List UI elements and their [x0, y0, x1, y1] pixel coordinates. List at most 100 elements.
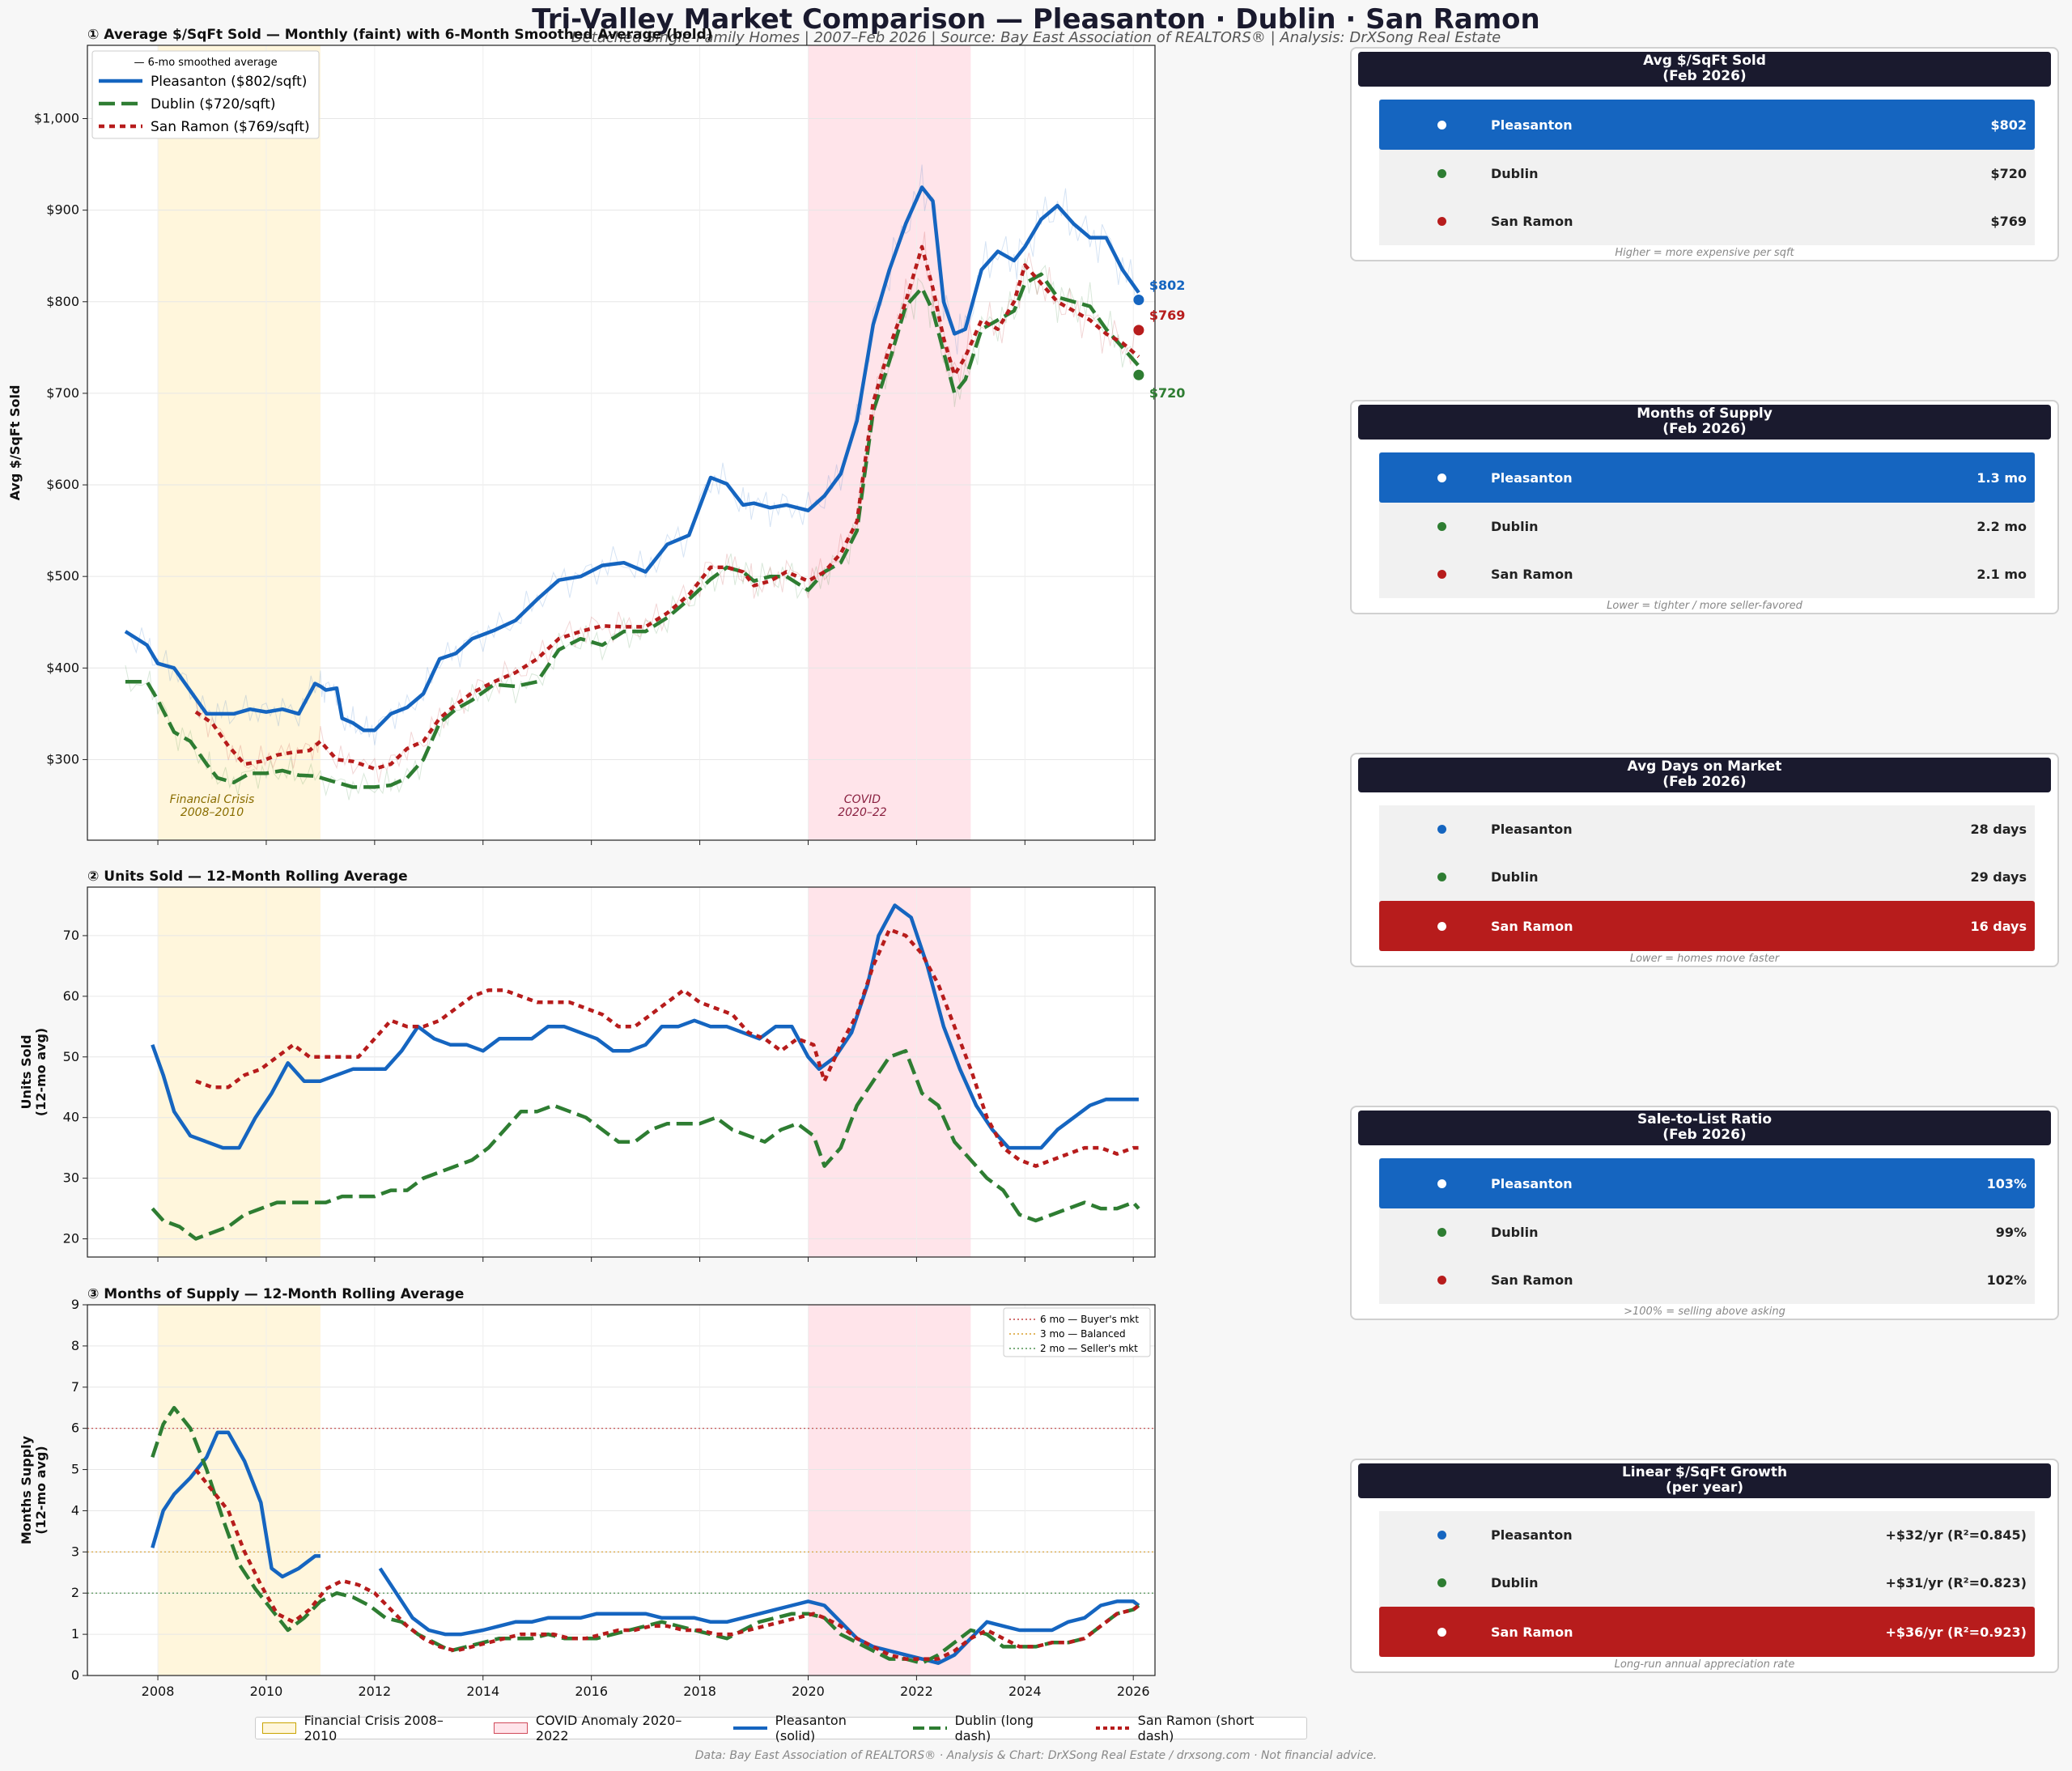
city-dot-icon	[1437, 522, 1446, 531]
crisis-annotation: Financial Crisis	[170, 793, 255, 806]
end-label-dublin: $720	[1149, 385, 1186, 401]
card-row-city: San Ramon	[1491, 918, 1573, 934]
card-row-city: Pleasanton	[1491, 469, 1573, 486]
card-row-city: Pleasanton	[1491, 1527, 1573, 1543]
y-tick-label: 50	[63, 1049, 79, 1064]
x-tick-label: 2024	[1008, 1684, 1042, 1699]
monthly-trace-san-ramon	[195, 231, 1136, 784]
city-dot-icon	[1437, 120, 1446, 130]
city-dot-icon	[1437, 217, 1446, 226]
card-row-value: $720	[1990, 166, 2027, 181]
plot-frame	[87, 886, 1156, 1258]
card-row-value: 1.3 mo	[1976, 469, 2027, 486]
card-row-value: 2.2 mo	[1976, 519, 2027, 534]
pleasanton-swatch	[733, 1726, 767, 1730]
end-marker-pleasanton	[1133, 295, 1144, 306]
covid-swatch	[494, 1722, 528, 1734]
legend-box	[91, 50, 320, 139]
city-dot-icon	[1437, 1179, 1446, 1188]
card-row: Dublin $720	[1379, 150, 2035, 197]
card-note: Long-run annual appreciation rate	[1614, 1658, 1795, 1671]
end-label-sanramon: $769	[1149, 308, 1186, 323]
y-axis-label: Avg $/SqFt Sold	[7, 385, 23, 501]
legend-covid: COVID Anomaly 2020–2022	[494, 1713, 704, 1743]
y-axis-label-line: (12-mo avg)	[33, 1446, 49, 1534]
card-title-line: (Feb 2026)	[1662, 68, 1747, 84]
card-row-city: San Ramon	[1491, 567, 1573, 582]
city-dot-icon	[1437, 570, 1446, 579]
card-title-line: (Feb 2026)	[1662, 421, 1747, 437]
end-marker-sanramon	[1133, 325, 1144, 336]
covid-band	[808, 45, 971, 840]
y-tick-label: 6	[71, 1421, 79, 1436]
card-title-line: Linear $/SqFt Growth	[1621, 1464, 1788, 1480]
y-tick-label: 30	[63, 1170, 79, 1186]
card-row-value: $802	[1990, 117, 2027, 133]
y-tick-label: 40	[63, 1110, 79, 1125]
y-tick-label: $1,000	[34, 111, 79, 126]
card-row: Dublin +$31/yr (R²=0.823)	[1379, 1559, 2035, 1607]
legend-title: — 6-mo smoothed average	[134, 57, 277, 69]
card-row-value: 16 days	[1970, 918, 2027, 934]
y-tick-label: 7	[71, 1379, 79, 1395]
card-row-city: San Ramon	[1491, 1272, 1573, 1288]
card-rows: Pleasanton +$32/yr (R²=0.845) Dublin +$31/y…	[1379, 1511, 2035, 1657]
city-dot-icon	[1437, 825, 1446, 834]
series-line-san-ramon	[194, 1468, 1140, 1661]
card-title: Avg $/SqFt Sold (Feb 2026)	[1358, 52, 2051, 87]
card-row-value: +$31/yr (R²=0.823)	[1885, 1575, 2027, 1591]
card-row-value: 29 days	[1970, 869, 2027, 885]
y-tick-label: 3	[71, 1544, 79, 1559]
card-title-line: Avg Days on Market	[1627, 758, 1782, 775]
card-row: Dublin 99%	[1379, 1208, 2035, 1256]
city-dot-icon	[1437, 921, 1446, 931]
legend-sanramon: San Ramon (short dash)	[1094, 1713, 1285, 1743]
card-row-value: 103%	[1986, 1175, 2027, 1191]
card-row: San Ramon 102%	[1379, 1256, 2035, 1304]
card-row-value: 28 days	[1970, 822, 2027, 837]
x-tick-label: 2012	[358, 1684, 391, 1699]
card-row-value: +$32/yr (R²=0.845)	[1885, 1527, 2027, 1543]
y-tick-label: 8	[71, 1338, 79, 1353]
panel-1: $300 $400 $500 $600 $700 $800 $900 $1,000 ① Aver…	[7, 27, 1185, 845]
y-tick-label: $700	[46, 385, 79, 401]
crisis-band	[158, 45, 321, 840]
panel-title: ③ Months of Supply — 12-Month Rolling Av…	[87, 1286, 464, 1302]
panel-2: 20 30 40 50 60 70 ② Units Sold — 12-Month Roll…	[19, 869, 1156, 1262]
city-dot-icon	[1437, 169, 1446, 178]
card-row: San Ramon +$36/yr (R²=0.923)	[1379, 1607, 2035, 1657]
ref-legend-label: 6 mo — Buyer's mkt	[1040, 1314, 1139, 1325]
city-dot-icon	[1437, 1531, 1446, 1540]
panel1-legend: — 6-mo smoothed average Pleasanton ($802/…	[91, 50, 320, 139]
panel3-legend: 6 mo — Buyer's mkt 3 mo — Balanced 2 mo — …	[1003, 1307, 1151, 1357]
card-row-city: Pleasanton	[1491, 1175, 1573, 1191]
legend-pleasanton-label: Pleasanton (solid)	[775, 1713, 847, 1743]
series-line-san-ramon	[194, 244, 1140, 771]
y-tick-label: 4	[71, 1502, 79, 1518]
y-tick-label: $400	[46, 660, 79, 675]
card-row-city: Pleasanton	[1491, 822, 1573, 837]
covid-band	[808, 887, 971, 1257]
charts-area: $300 $400 $500 $600 $700 $800 $900 $1,000 ① Aver…	[7, 27, 1185, 1699]
card-rows: Pleasanton 103% Dublin 99% San Ramon 102%	[1379, 1158, 2035, 1304]
end-label-pleasanton: $802	[1149, 278, 1186, 293]
city-dot-icon	[1437, 1276, 1446, 1285]
y-tick-label: 70	[63, 928, 79, 943]
series-line-pleasanton	[151, 903, 1139, 1150]
card-title: Sale-to-List Ratio (Feb 2026)	[1358, 1111, 2051, 1145]
summary-card: Sale-to-List Ratio (Feb 2026) Pleasanton 10…	[1350, 1106, 2059, 1320]
covid-annotation: COVID	[844, 793, 881, 806]
card-row-city: Dublin	[1491, 1575, 1539, 1591]
card-row-city: Dublin	[1491, 519, 1539, 534]
y-tick-label: $300	[46, 751, 79, 767]
card-row-city: Dublin	[1491, 1225, 1539, 1240]
x-tick-label: 2010	[250, 1684, 283, 1699]
legend-sanramon-label: San Ramon (short dash)	[1137, 1713, 1255, 1743]
legend-dublin-label: Dublin (long dash)	[954, 1713, 1034, 1743]
y-tick-label: 0	[71, 1667, 79, 1683]
x-tick-label: 2014	[466, 1684, 499, 1699]
y-tick-label: 1	[71, 1626, 79, 1641]
series-line-pleasanton	[151, 1430, 1140, 1665]
x-tick-label: 2020	[792, 1684, 825, 1699]
covid-band	[808, 1305, 971, 1675]
